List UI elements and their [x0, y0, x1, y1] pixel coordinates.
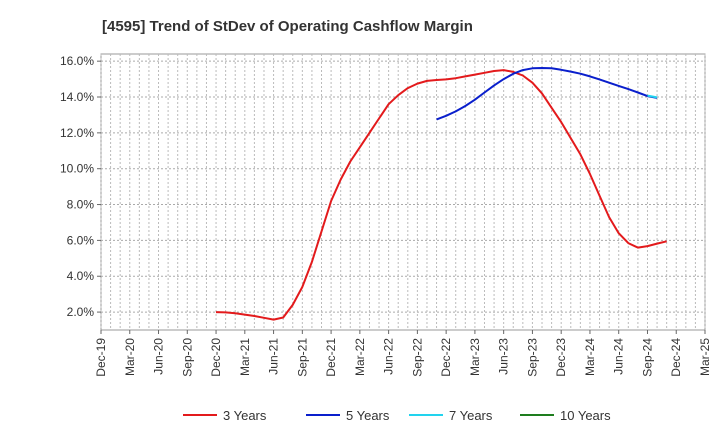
x-tick-label: Dec-24: [669, 338, 683, 377]
x-tick-label: Sep-21: [295, 338, 309, 377]
x-tick-label: Dec-21: [324, 338, 338, 377]
x-tick-label: Sep-22: [410, 338, 424, 377]
y-tick-label: 2.0%: [67, 305, 95, 319]
y-tick-label: 16.0%: [60, 54, 94, 68]
chart-title: [4595] Trend of StDev of Operating Cashf…: [102, 18, 473, 35]
x-axis-ticks: Dec-19 Mar-20 Jun-20 Sep-20 Dec-20 Mar-21 Jun-…: [94, 330, 712, 377]
y-axis-ticks: 2.0% 4.0% 6.0% 8.0% 10.0% 12.0% 14.0% 16.0%: [60, 54, 101, 319]
x-tick-label: Sep-24: [640, 338, 654, 377]
x-tick-label: Dec-20: [209, 338, 223, 377]
x-tick-label: Mar-25: [698, 338, 712, 376]
series-line-3-years: [215, 69, 667, 321]
legend-label: 7 Years: [449, 408, 493, 423]
x-tick-label: Dec-22: [439, 338, 453, 377]
y-tick-label: 12.0%: [60, 126, 94, 140]
legend-label: 10 Years: [560, 408, 611, 423]
x-tick-label: Mar-20: [123, 338, 137, 376]
x-tick-label: Jun-22: [382, 338, 396, 375]
series-line-7-years: [647, 94, 658, 99]
y-tick-label: 4.0%: [67, 269, 95, 283]
grid: [100, 54, 706, 330]
x-tick-label: Mar-24: [583, 338, 597, 376]
x-tick-label: Mar-22: [353, 338, 367, 376]
y-tick-label: 10.0%: [60, 162, 94, 176]
y-tick-label: 8.0%: [67, 198, 95, 212]
x-tick-label: Sep-23: [525, 338, 539, 377]
y-tick-label: 6.0%: [67, 233, 95, 247]
x-tick-label: Sep-20: [180, 338, 194, 377]
x-tick-label: Jun-20: [152, 338, 166, 375]
x-tick-label: Jun-24: [612, 338, 626, 375]
x-tick-label: Dec-23: [554, 338, 568, 377]
x-tick-label: Mar-23: [468, 338, 482, 376]
plot-area: [100, 53, 706, 331]
x-tick-label: Jun-23: [497, 338, 511, 375]
x-tick-label: Dec-19: [94, 338, 108, 377]
y-tick-label: 14.0%: [60, 90, 94, 104]
legend-label: 5 Years: [346, 408, 390, 423]
legend: 3 Years 5 Years 7 Years 10 Years: [183, 408, 611, 423]
series-lines: [215, 67, 667, 321]
legend-label: 3 Years: [223, 408, 267, 423]
x-tick-label: Jun-21: [267, 338, 281, 375]
series-line-5-years: [436, 67, 658, 121]
x-tick-label: Mar-21: [238, 338, 252, 376]
